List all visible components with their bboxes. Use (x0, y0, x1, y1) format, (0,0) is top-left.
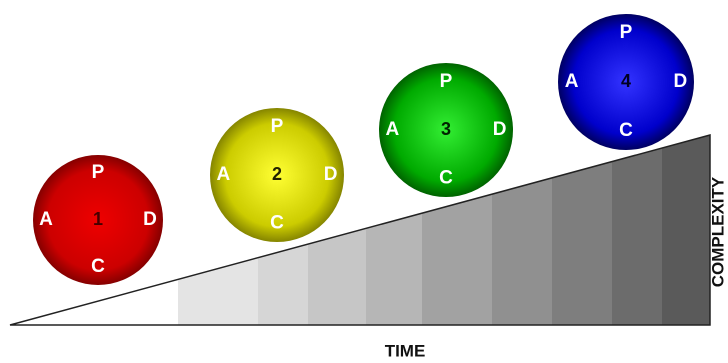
diagram: TIME COMPLEXITY 1 P C A D 2 P C A D 3 P C A D 4 P C A D (0, 0, 728, 363)
letter-left: A (386, 119, 400, 140)
pdca-ball: 4 P C A D (558, 14, 694, 150)
letter-right: D (493, 119, 507, 140)
letter-bottom: C (439, 167, 453, 188)
letter-left: A (217, 164, 231, 185)
letter-right: D (324, 164, 338, 185)
letter-top: P (620, 22, 633, 43)
pdca-ball: 1 P C A D (33, 155, 163, 285)
ball-number: 1 (93, 209, 103, 229)
ball-number: 4 (621, 71, 631, 91)
letter-top: P (92, 162, 105, 183)
letter-left: A (565, 71, 579, 92)
letter-bottom: C (91, 256, 105, 277)
letter-right: D (143, 209, 157, 230)
letter-bottom: C (619, 120, 633, 141)
letter-bottom: C (270, 212, 284, 233)
y-axis-label: COMPLEXITY (708, 176, 727, 287)
letter-right: D (674, 71, 688, 92)
ball-number: 3 (441, 119, 451, 139)
pdca-ball: 3 P C A D (379, 63, 513, 197)
ball-number: 2 (272, 164, 282, 184)
letter-top: P (271, 116, 284, 137)
x-axis-label: TIME (385, 341, 426, 360)
pdca-ball: 2 P C A D (210, 108, 344, 242)
letter-top: P (440, 71, 453, 92)
letter-left: A (39, 209, 53, 230)
